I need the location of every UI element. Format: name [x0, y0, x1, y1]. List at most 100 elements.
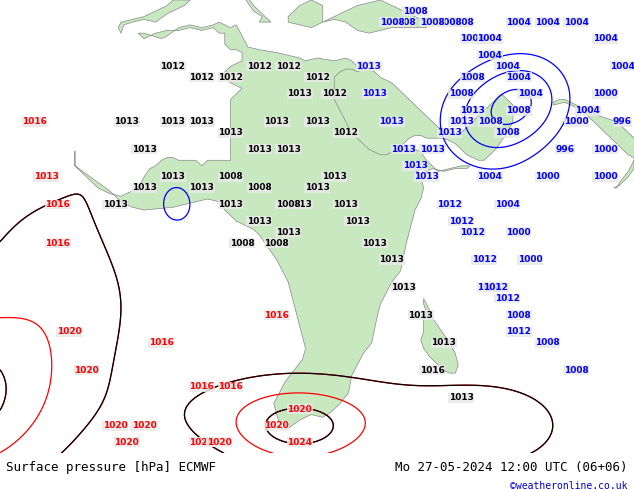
- Text: 1012: 1012: [333, 128, 358, 137]
- Polygon shape: [213, 0, 271, 22]
- Polygon shape: [421, 298, 458, 373]
- Text: 1012: 1012: [483, 283, 508, 292]
- Text: 1013: 1013: [132, 183, 157, 193]
- Point: [168, 228, 178, 236]
- Point: [168, 228, 178, 236]
- Point: [168, 228, 178, 236]
- Text: 1013: 1013: [391, 283, 416, 292]
- Text: 1016: 1016: [22, 117, 47, 126]
- Text: 1012: 1012: [460, 228, 485, 237]
- Text: 1008: 1008: [247, 183, 272, 193]
- Text: 1008: 1008: [437, 18, 462, 26]
- Polygon shape: [553, 99, 634, 188]
- Text: 1013: 1013: [391, 145, 416, 154]
- Text: 1008: 1008: [449, 18, 474, 26]
- Text: 1013: 1013: [103, 200, 127, 209]
- Text: 1013: 1013: [437, 128, 462, 137]
- Text: 1020: 1020: [207, 438, 231, 447]
- Point: [168, 228, 178, 236]
- Text: 996: 996: [613, 117, 632, 126]
- Text: 1016: 1016: [218, 382, 243, 392]
- Text: 1012: 1012: [437, 200, 462, 209]
- Text: 1020: 1020: [57, 327, 82, 336]
- Text: 1013: 1013: [276, 228, 301, 237]
- Text: 1004: 1004: [610, 62, 634, 71]
- Point: [168, 228, 178, 236]
- Point: [168, 228, 178, 236]
- Text: 1020: 1020: [132, 421, 157, 430]
- Text: 1008: 1008: [535, 338, 560, 347]
- Text: 1012: 1012: [190, 73, 214, 82]
- Text: 1008: 1008: [230, 239, 254, 248]
- Point: [168, 228, 178, 236]
- Text: Mo 27-05-2024 12:00 UTC (06+06): Mo 27-05-2024 12:00 UTC (06+06): [395, 462, 628, 474]
- Point: [168, 228, 178, 236]
- Text: 1004: 1004: [495, 62, 520, 71]
- Text: 1013: 1013: [431, 338, 456, 347]
- Point: [168, 228, 178, 236]
- Polygon shape: [75, 22, 470, 428]
- Point: [168, 228, 178, 236]
- Text: 1008: 1008: [380, 18, 404, 26]
- Text: 1016: 1016: [149, 338, 174, 347]
- Text: 1013: 1013: [408, 311, 433, 319]
- Text: 1013: 1013: [247, 217, 272, 225]
- Text: 1013: 1013: [322, 172, 347, 181]
- Text: 1013: 1013: [403, 161, 427, 171]
- Text: 1004: 1004: [460, 34, 485, 43]
- Text: 1000: 1000: [593, 90, 618, 98]
- Point: [168, 228, 178, 236]
- Text: 1004: 1004: [477, 34, 502, 43]
- Text: 1013: 1013: [345, 217, 370, 225]
- Text: 1008: 1008: [420, 18, 444, 26]
- Text: 1016: 1016: [45, 200, 70, 209]
- Text: 1004: 1004: [518, 90, 543, 98]
- Text: 1000: 1000: [535, 172, 560, 181]
- Text: 1020: 1020: [190, 438, 214, 447]
- Text: 1004: 1004: [477, 283, 502, 292]
- Text: 1008: 1008: [449, 90, 474, 98]
- Point: [168, 228, 178, 236]
- Text: 1020: 1020: [264, 421, 289, 430]
- Polygon shape: [323, 0, 427, 33]
- Text: 1012: 1012: [449, 217, 474, 225]
- Text: 1000: 1000: [593, 145, 618, 154]
- Text: 1013: 1013: [276, 145, 301, 154]
- Text: 996: 996: [555, 145, 574, 154]
- Point: [168, 228, 178, 236]
- Text: 1013: 1013: [449, 117, 474, 126]
- Text: 1013: 1013: [190, 183, 214, 193]
- Point: [168, 228, 178, 236]
- Text: 1020: 1020: [287, 405, 312, 414]
- Text: 1004: 1004: [576, 106, 600, 115]
- Text: 1013: 1013: [333, 200, 358, 209]
- Text: 1004: 1004: [535, 18, 560, 26]
- Text: 1013: 1013: [287, 200, 312, 209]
- Text: 1000: 1000: [593, 172, 618, 181]
- Point: [168, 228, 178, 236]
- Text: 1008: 1008: [564, 366, 589, 375]
- Point: [168, 228, 178, 236]
- Text: 1008: 1008: [507, 106, 531, 115]
- Text: 1012: 1012: [472, 255, 496, 264]
- Point: [168, 228, 178, 236]
- Text: 1013: 1013: [132, 145, 157, 154]
- Text: 1008: 1008: [495, 128, 520, 137]
- Point: [168, 228, 178, 236]
- Text: 1012: 1012: [160, 62, 185, 71]
- Text: 1004: 1004: [507, 73, 531, 82]
- Text: 1013: 1013: [34, 172, 58, 181]
- Text: 1013: 1013: [449, 393, 474, 402]
- Text: 1016: 1016: [45, 239, 70, 248]
- Point: [168, 228, 178, 236]
- Text: Surface pressure [hPa] ECMWF: Surface pressure [hPa] ECMWF: [6, 462, 216, 474]
- Point: [168, 228, 178, 236]
- Text: 1012: 1012: [276, 62, 301, 71]
- Text: 1013: 1013: [287, 90, 312, 98]
- Text: 1004: 1004: [477, 172, 502, 181]
- Text: 1013: 1013: [356, 62, 381, 71]
- Point: [168, 228, 178, 236]
- Text: ©weatheronline.co.uk: ©weatheronline.co.uk: [510, 481, 628, 490]
- Text: 1008: 1008: [218, 172, 243, 181]
- Text: 1013: 1013: [380, 255, 404, 264]
